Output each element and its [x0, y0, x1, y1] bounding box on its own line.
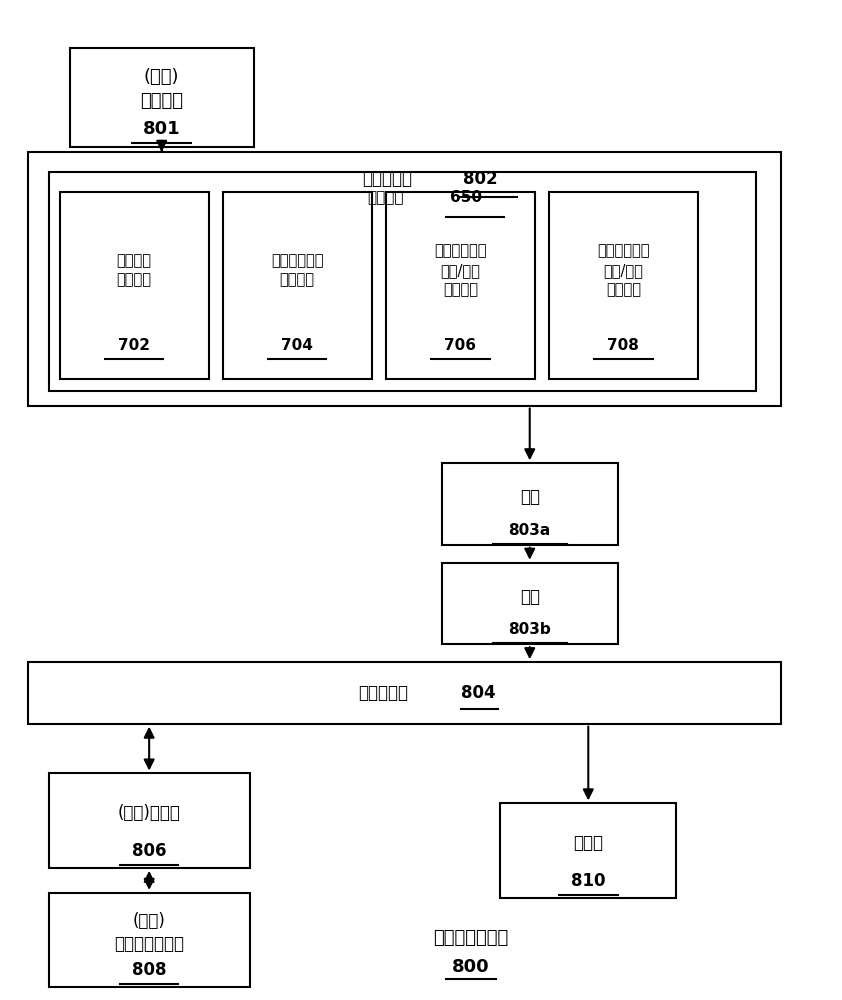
FancyBboxPatch shape — [49, 172, 755, 391]
Text: 806: 806 — [132, 842, 167, 860]
Text: 808: 808 — [132, 961, 167, 979]
Text: 天线: 天线 — [520, 588, 540, 606]
Text: 706: 706 — [445, 338, 477, 353]
Text: 视频编码器: 视频编码器 — [363, 170, 413, 188]
Text: 逻辑模块: 逻辑模块 — [367, 190, 403, 205]
Text: 804: 804 — [461, 684, 496, 702]
Text: 802: 802 — [463, 170, 498, 188]
Text: 801: 801 — [143, 120, 180, 138]
Text: 丢掉静态切片
控制逻辑: 丢掉静态切片 控制逻辑 — [271, 253, 323, 288]
Text: 810: 810 — [571, 872, 605, 890]
Text: 静态帧编码器
打开/关闭
控制逻辑: 静态帧编码器 打开/关闭 控制逻辑 — [434, 243, 487, 298]
FancyBboxPatch shape — [60, 192, 209, 379]
FancyBboxPatch shape — [28, 662, 781, 724]
FancyBboxPatch shape — [49, 893, 249, 987]
Text: (多个)
存储器存储装置: (多个) 存储器存储装置 — [115, 912, 184, 953]
Text: 天线: 天线 — [520, 488, 540, 506]
Text: 708: 708 — [607, 338, 639, 353]
Text: 704: 704 — [281, 338, 313, 353]
FancyBboxPatch shape — [70, 48, 253, 147]
Text: 切片替换
控制逻辑: 切片替换 控制逻辑 — [116, 253, 152, 288]
FancyBboxPatch shape — [442, 463, 617, 545]
FancyBboxPatch shape — [386, 192, 535, 379]
FancyBboxPatch shape — [49, 773, 249, 868]
Text: 800: 800 — [452, 958, 490, 976]
FancyBboxPatch shape — [223, 192, 371, 379]
Text: 帧模式编码器
接通/断开
控制逻辑: 帧模式编码器 接通/断开 控制逻辑 — [597, 243, 650, 298]
Text: 803a: 803a — [509, 523, 551, 538]
Text: 视频解码器: 视频解码器 — [359, 684, 408, 702]
FancyBboxPatch shape — [500, 803, 676, 898]
FancyBboxPatch shape — [549, 192, 698, 379]
Text: 显示器: 显示器 — [573, 834, 603, 852]
Text: 702: 702 — [118, 338, 150, 353]
FancyBboxPatch shape — [28, 152, 781, 406]
Text: 803b: 803b — [509, 622, 552, 637]
FancyBboxPatch shape — [442, 563, 617, 644]
Text: (多个)
成像设备: (多个) 成像设备 — [141, 68, 184, 110]
Text: (多个)处理器: (多个)处理器 — [118, 804, 180, 822]
Text: 650: 650 — [450, 190, 482, 205]
Text: 视频编译码系统: 视频编译码系统 — [434, 929, 509, 947]
